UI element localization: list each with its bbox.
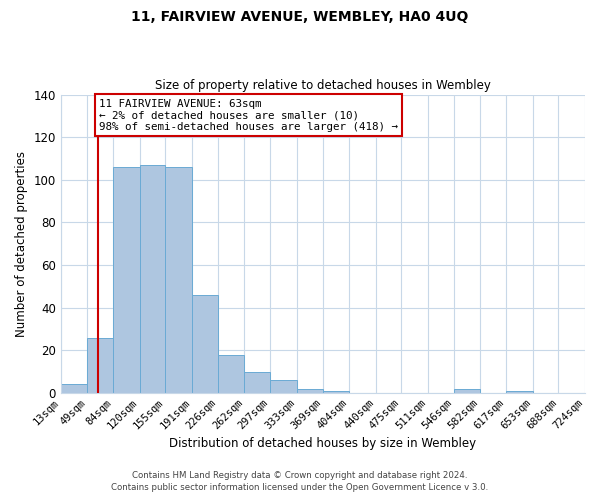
- Text: 11, FAIRVIEW AVENUE, WEMBLEY, HA0 4UQ: 11, FAIRVIEW AVENUE, WEMBLEY, HA0 4UQ: [131, 10, 469, 24]
- X-axis label: Distribution of detached houses by size in Wembley: Distribution of detached houses by size …: [169, 437, 476, 450]
- Bar: [113, 167, 140, 393]
- Bar: [323, 391, 349, 393]
- Bar: [297, 388, 323, 393]
- Title: Size of property relative to detached houses in Wembley: Size of property relative to detached ho…: [155, 79, 491, 92]
- Bar: [61, 384, 88, 393]
- Bar: [506, 391, 533, 393]
- Text: Contains HM Land Registry data © Crown copyright and database right 2024.
Contai: Contains HM Land Registry data © Crown c…: [112, 471, 488, 492]
- Bar: [270, 380, 297, 393]
- Bar: [140, 165, 166, 393]
- Text: 11 FAIRVIEW AVENUE: 63sqm
← 2% of detached houses are smaller (10)
98% of semi-d: 11 FAIRVIEW AVENUE: 63sqm ← 2% of detach…: [99, 99, 398, 132]
- Y-axis label: Number of detached properties: Number of detached properties: [15, 151, 28, 337]
- Bar: [166, 167, 192, 393]
- Bar: [244, 372, 270, 393]
- Bar: [454, 388, 481, 393]
- Bar: [218, 354, 244, 393]
- Bar: [192, 295, 218, 393]
- Bar: [88, 338, 113, 393]
